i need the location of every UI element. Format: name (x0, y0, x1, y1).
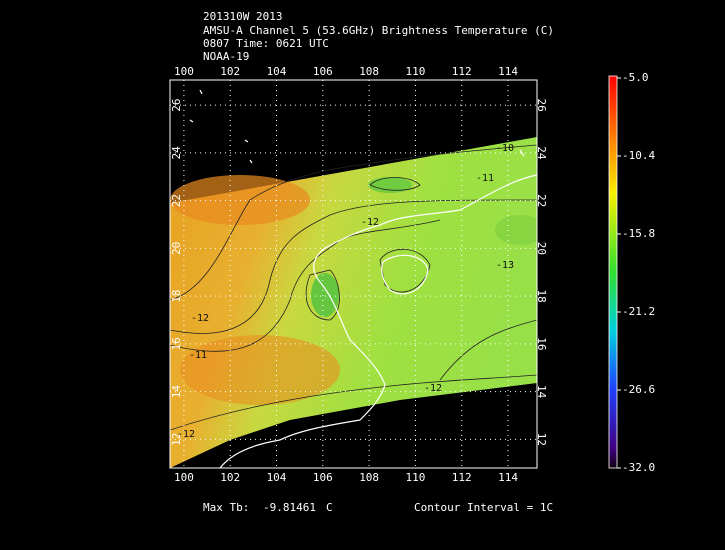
contour-label: -12 (424, 383, 442, 394)
warm-area (170, 175, 310, 225)
contour-label: -11 (476, 173, 494, 184)
colorbar-label: -15.8 (622, 227, 655, 240)
header-line: NOAA-19 (203, 50, 249, 63)
footer-unit: C (326, 501, 333, 514)
y-tick-label: 16 (170, 337, 183, 350)
contour-label: -10 (496, 143, 514, 154)
footer-interval: Contour Interval = 1C (414, 501, 553, 514)
y-tick-label: 12 (170, 433, 183, 446)
x-tick-label: 106 (313, 471, 333, 484)
y-tick-label: 26 (170, 98, 183, 111)
x-tick-label: 102 (220, 471, 240, 484)
x-tick-label: 108 (359, 471, 379, 484)
map-field (170, 89, 537, 468)
x-tick-label: 114 (498, 471, 518, 484)
y-tick-label: 24 (535, 146, 548, 160)
colorbar-label: -10.4 (622, 149, 655, 162)
y-tick-label: 18 (170, 289, 183, 302)
footer-value: -9.81461 (263, 501, 316, 514)
cold-area (495, 215, 537, 245)
cold-area (368, 177, 412, 193)
colorbar-label: -21.2 (622, 305, 655, 318)
x-tick-label: 102 (220, 65, 240, 78)
y-tick-label: 18 (535, 289, 548, 302)
x-tick-label: 100 (174, 65, 194, 78)
x-tick-label: 112 (452, 65, 472, 78)
x-tick-label: 110 (406, 471, 426, 484)
header-line: AMSU-A Channel 5 (53.6GHz) Brightness Te… (203, 24, 554, 37)
colorbar-label: -5.0 (622, 71, 649, 84)
colorbar-label: -26.6 (622, 383, 655, 396)
x-tick-label: 104 (267, 471, 287, 484)
y-tick-label: 20 (535, 242, 548, 255)
map-frame (169, 79, 538, 469)
y-tick-label: 22 (170, 194, 183, 207)
contour-label: -11 (189, 350, 207, 361)
coastline (189, 89, 537, 468)
y-tick-label: 14 (535, 385, 548, 399)
y-tick-label: 22 (535, 194, 548, 207)
contours (170, 144, 537, 431)
x-tick-label: 104 (267, 65, 287, 78)
x-tick-label: 114 (498, 65, 518, 78)
colorbar (608, 75, 618, 469)
header-line: 201310W 2013 (203, 10, 282, 23)
x-tick-label: 108 (359, 65, 379, 78)
x-tick-label: 112 (452, 471, 472, 484)
y-tick-label: 16 (535, 337, 548, 350)
contour-label: -12 (177, 429, 195, 440)
x-tick-label: 110 (406, 65, 426, 78)
y-tick-label: 24 (170, 146, 183, 160)
y-tick-label: 14 (170, 385, 183, 399)
contour-label: -13 (496, 260, 514, 271)
contour-label: -12 (191, 313, 209, 324)
y-tick-label: 20 (170, 242, 183, 255)
y-tick-label: 26 (535, 98, 548, 111)
x-tick-label: 100 (174, 471, 194, 484)
x-tick-label: 106 (313, 65, 333, 78)
y-tick-label: 12 (535, 433, 548, 446)
cold-area (311, 273, 339, 317)
footer-label: Max Tb: (203, 501, 249, 514)
warm-area (180, 335, 340, 405)
contour-label: -12 (361, 217, 379, 228)
colorbar-label: -32.0 (622, 461, 655, 474)
header-line: 0807 Time: 0621 UTC (203, 37, 329, 50)
